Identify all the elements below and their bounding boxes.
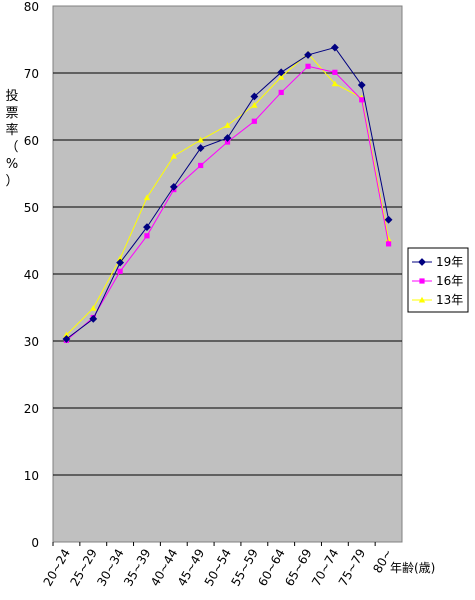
data-point: [359, 97, 365, 103]
data-point: [224, 139, 231, 145]
data-point: [223, 134, 232, 142]
data-point: [278, 89, 284, 96]
data-point: [304, 51, 312, 59]
data-point: [196, 144, 205, 152]
data-point: [385, 241, 392, 247]
data-point: [419, 278, 425, 284]
data-point: [332, 69, 338, 75]
data-point: [277, 68, 286, 77]
data-point: [250, 92, 259, 101]
data-point: [90, 304, 97, 311]
y-tick-labels: 0 10 20 30 40 50 60 70 80: [24, 0, 39, 550]
data-point: [418, 258, 426, 266]
legend-label: 19年: [436, 255, 463, 269]
data-point: [143, 223, 151, 232]
legend-label: 13年: [436, 293, 463, 307]
x-axis-title: 年齢(歳): [390, 560, 435, 575]
y-tick-label: 30: [24, 335, 39, 349]
data-point: [224, 122, 231, 128]
y-tick-label: 70: [24, 67, 39, 81]
y-tick-label: 60: [24, 134, 39, 148]
data-point: [89, 314, 98, 323]
y-tick-label: 50: [24, 201, 39, 215]
y-tick-label: 20: [24, 402, 39, 416]
data-point: [116, 258, 125, 267]
data-point: [170, 152, 178, 159]
data-point: [305, 63, 311, 69]
legend-item: 16年: [412, 274, 463, 288]
data-point: [198, 162, 204, 169]
y-axis-label: 投票率（%）: [5, 88, 18, 189]
y-tick-label: 10: [24, 469, 39, 483]
data-point: [251, 101, 258, 108]
data-point: [277, 73, 285, 80]
data-point: [331, 80, 339, 87]
y-tick-label: 0: [31, 536, 39, 550]
data-point: [357, 81, 366, 89]
data-point: [62, 335, 71, 343]
data-point: [143, 194, 151, 201]
legend: 19年 16年 13年: [407, 247, 469, 313]
data-point: [63, 331, 70, 338]
data-point: [384, 215, 393, 224]
x-tick-label: 75~79: [336, 547, 368, 589]
y-tick-label: 80: [24, 0, 39, 14]
y-axis-title: 投票率（%）: [5, 88, 18, 189]
data-point: [169, 182, 178, 191]
legend-box: [407, 247, 469, 313]
x-tick-labels: 20~2425~2930~3435~3940~4445~4950~5455~59…: [41, 542, 395, 589]
legend-item: 13年: [412, 293, 463, 307]
data-point: [330, 43, 339, 52]
data-point: [197, 136, 204, 143]
series-group: [62, 43, 393, 343]
legend-label: 16年: [436, 274, 463, 288]
legend-item: 19年: [412, 255, 463, 269]
data-point: [144, 233, 150, 239]
y-tick-label: 40: [24, 268, 39, 282]
data-point: [418, 296, 426, 303]
series-19年: [62, 43, 393, 343]
data-point: [385, 235, 392, 242]
data-point: [117, 268, 123, 274]
data-point: [251, 118, 257, 124]
